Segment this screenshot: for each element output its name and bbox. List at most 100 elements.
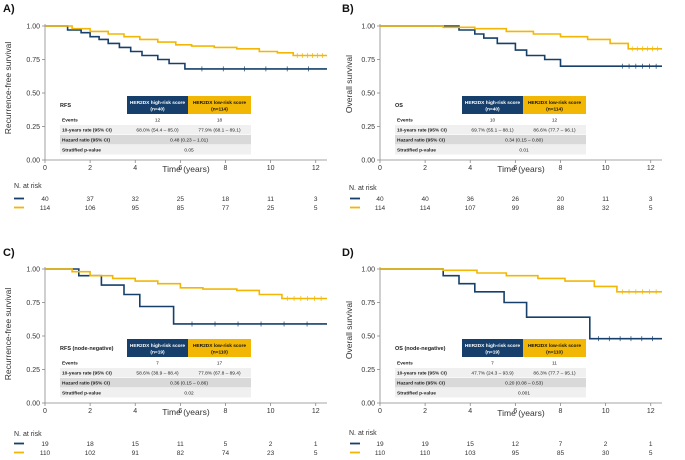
panel-label: B) (342, 3, 354, 15)
y-tick-label: 0.50 (361, 334, 375, 341)
risk-count: 99 (512, 205, 520, 212)
y-axis-title: Overall survival (344, 55, 354, 113)
risk-table-title: N. at risk (14, 183, 42, 190)
high-risk-header-bg (127, 339, 188, 357)
high-risk-header-bg (127, 96, 188, 114)
risk-count: 5 (649, 205, 653, 212)
x-tick-label: 0 (43, 165, 47, 172)
table-title: OS (node-negative) (395, 346, 446, 352)
x-tick-label: 2 (423, 408, 427, 415)
table-row-label: 10-years rate (95% CI) (62, 371, 112, 377)
risk-count: 18 (87, 441, 95, 448)
table-value-low: 86.3% (77.7 – 95.1) (533, 371, 576, 377)
high-risk-header-n: (n=40) (150, 107, 165, 113)
table-row-bg (60, 378, 251, 388)
table-row-label: 10-years rate (95% CI) (397, 371, 447, 377)
risk-count: 11 (267, 196, 274, 203)
panel-label: C) (3, 247, 15, 259)
table-row-bg (395, 145, 586, 155)
series-low-risk-curve (45, 25, 327, 57)
series-low-risk-curve (380, 268, 662, 293)
series-high-risk-curve (380, 268, 662, 340)
risk-count: 7 (559, 441, 563, 448)
high-risk-header-n: (n=19) (485, 350, 500, 356)
x-tick-label: 4 (133, 165, 137, 172)
x-tick-label: 0 (378, 408, 382, 415)
y-tick-label: 0.75 (361, 57, 375, 64)
table-value-low: 18 (217, 118, 223, 124)
table-row-label: 10-years rate (95% CI) (62, 128, 112, 134)
y-tick-label: 0.75 (26, 57, 40, 64)
y-tick-label: 0.00 (26, 401, 40, 408)
x-tick-label: 6 (178, 165, 182, 172)
table-value: 0.20 (0.08 – 0.53) (505, 381, 543, 387)
table-value: 0.01 (519, 148, 529, 154)
risk-count: 15 (132, 441, 140, 448)
x-tick-label: 12 (647, 408, 655, 415)
table-value: 0.36 (0.15 – 0.86) (170, 381, 208, 387)
table-value-high: 47.7% (24.3 – 93.9) (471, 371, 514, 377)
low-risk-header-bg (523, 339, 586, 357)
risk-table-title: N. at risk (14, 431, 42, 438)
x-tick-label: 10 (267, 165, 275, 172)
y-tick-label: 0.00 (361, 401, 375, 408)
table-row-bg (395, 378, 586, 388)
risk-count: 102 (85, 450, 96, 457)
risk-count: 11 (602, 196, 609, 203)
risk-count: 26 (512, 196, 520, 203)
risk-count: 12 (512, 441, 520, 448)
high-risk-header-n: (n=40) (485, 107, 500, 113)
risk-count: 19 (41, 441, 49, 448)
risk-count: 95 (132, 205, 140, 212)
risk-count: 40 (422, 196, 430, 203)
x-tick-label: 0 (43, 408, 47, 415)
panel-label: A) (3, 3, 15, 15)
x-tick-label: 8 (224, 408, 228, 415)
risk-count: 3 (314, 196, 318, 203)
x-tick-label: 4 (468, 165, 472, 172)
x-tick-label: 4 (133, 408, 137, 415)
table-value-low: 77.9% (68.1 – 89.1) (198, 128, 241, 134)
table-value: 0.001 (518, 391, 530, 397)
low-risk-header-bg (523, 96, 586, 114)
risk-count: 74 (222, 450, 230, 457)
series-high-risk-curve (45, 25, 327, 70)
risk-count: 3 (649, 196, 653, 203)
risk-count: 2 (269, 441, 273, 448)
table-row-label: Hazard ratio (95% CI) (62, 138, 110, 144)
y-tick-label: 1.00 (26, 267, 40, 274)
table-row-label: Hazard ratio (95% CI) (62, 381, 110, 387)
risk-count: 5 (649, 450, 653, 457)
table-value: 0.48 (0.23 – 1.01) (170, 138, 208, 144)
table-row-label: Events (397, 361, 413, 367)
table-value-high: 7 (156, 361, 159, 367)
y-tick-label: 0.75 (361, 300, 375, 307)
risk-count: 5 (224, 441, 228, 448)
table-row-bg (60, 145, 251, 155)
y-tick-label: 0.25 (361, 124, 375, 131)
table-title: RFS (node-negative) (60, 346, 114, 352)
x-tick-label: 6 (513, 165, 517, 172)
panel-c: C) Recurrence-free survival 0.00 0.25 0.50 0.… (3, 247, 327, 457)
table-row-label: Stratified p-value (62, 148, 101, 154)
risk-count: 1 (314, 441, 318, 448)
risk-count: 95 (512, 450, 520, 457)
x-tick-label: 8 (224, 165, 228, 172)
risk-count: 77 (222, 205, 230, 212)
x-tick-label: 2 (88, 165, 92, 172)
table-row-bg (60, 388, 251, 398)
risk-count: 19 (422, 441, 430, 448)
panel-label: D) (342, 247, 354, 259)
table-row-label: Events (62, 118, 78, 124)
risk-count: 91 (132, 450, 140, 457)
y-tick-label: 0.50 (26, 334, 40, 341)
risk-count: 114 (40, 205, 51, 212)
risk-count: 110 (375, 450, 386, 457)
low-risk-header: HER2DX low-risk score (528, 100, 581, 106)
y-tick-label: 0.50 (361, 91, 375, 98)
risk-count: 107 (465, 205, 476, 212)
series-high-risk-curve (45, 268, 327, 325)
table-value: 0.05 (184, 148, 194, 154)
x-tick-label: 6 (178, 408, 182, 415)
y-tick-label: 1.00 (361, 267, 375, 274)
